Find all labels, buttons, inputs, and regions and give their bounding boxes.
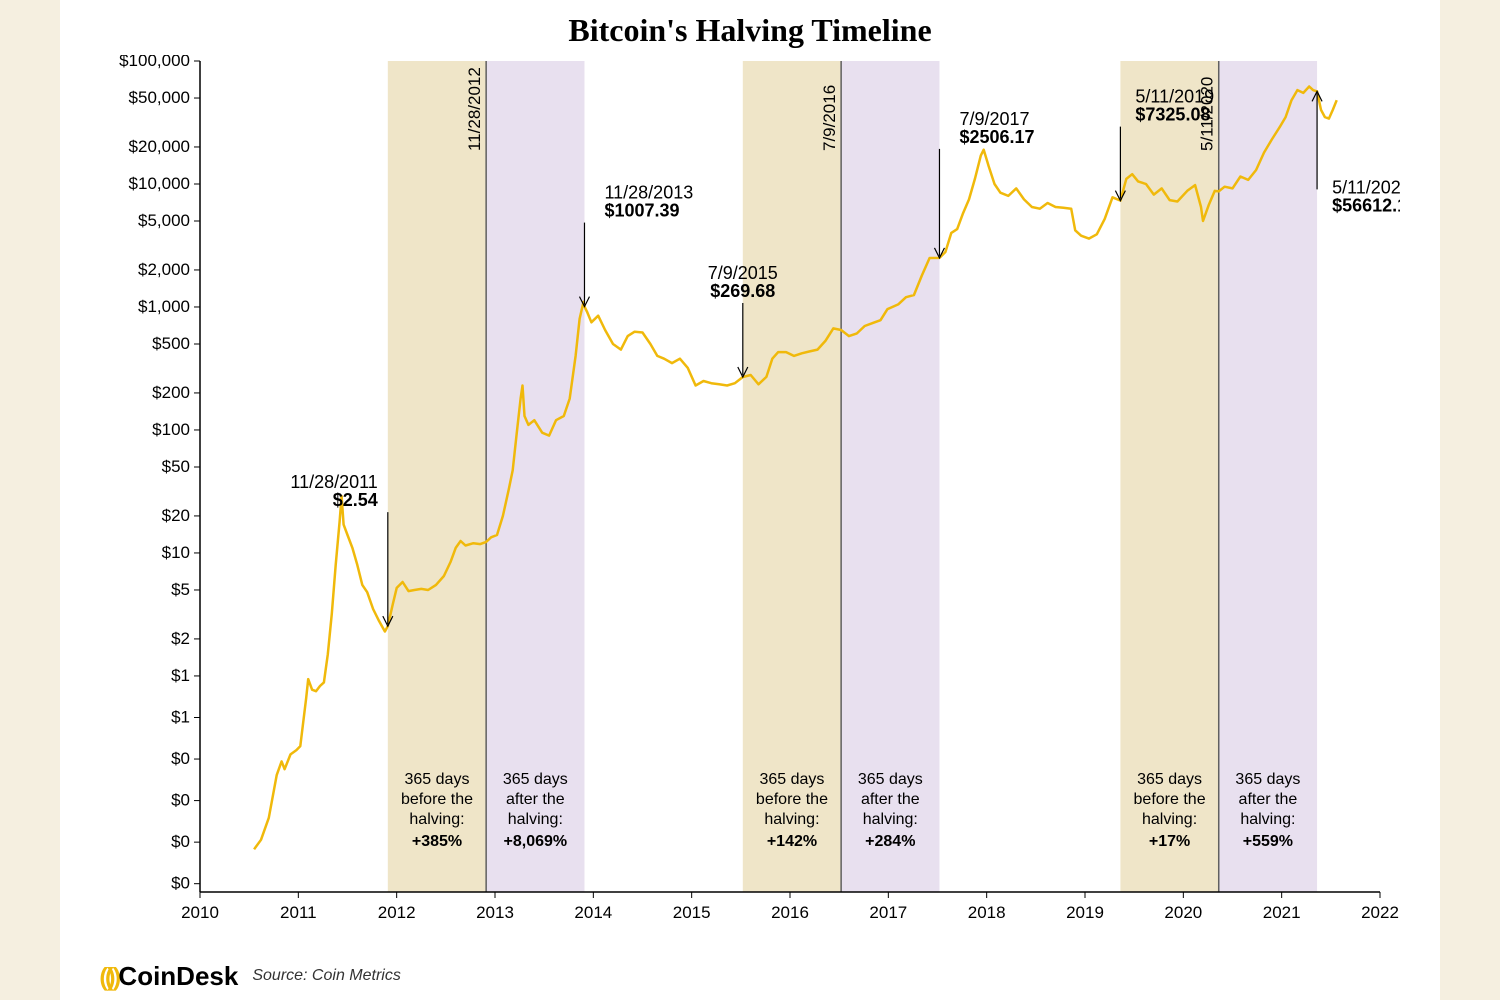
y-tick: $10,000: [129, 174, 190, 193]
y-tick: $10: [162, 543, 190, 562]
y-tick: $2: [171, 629, 190, 648]
callout-price: $2506.17: [959, 127, 1034, 147]
callout-date: 5/11/2019: [1135, 87, 1214, 107]
halving-date: 7/9/2016: [820, 85, 839, 151]
y-tick: $1: [171, 666, 190, 685]
band-caption: halving:: [409, 811, 464, 828]
band-caption: after the: [861, 791, 920, 808]
y-tick: $0: [171, 832, 190, 851]
band-caption: halving:: [1142, 811, 1197, 828]
y-tick: $20,000: [129, 137, 190, 156]
y-tick: $50: [162, 457, 190, 476]
y-tick: $2,000: [138, 260, 190, 279]
y-tick: $200: [152, 383, 190, 402]
band-caption: after the: [506, 791, 565, 808]
band-caption: 365 days: [759, 771, 824, 788]
y-tick: $5,000: [138, 211, 190, 230]
band-caption: halving:: [508, 811, 563, 828]
chart-area: 11/28/20127/9/20165/11/2020$100,000$50,0…: [100, 55, 1400, 940]
halving-date: 11/28/2012: [465, 67, 484, 151]
x-tick: 2021: [1263, 903, 1301, 922]
x-tick: 2011: [280, 903, 317, 922]
x-tick: 2015: [673, 903, 711, 922]
band-caption: before the: [401, 791, 473, 808]
x-tick: 2018: [968, 903, 1006, 922]
y-tick: $50,000: [129, 88, 190, 107]
band-caption: 365 days: [858, 771, 923, 788]
band-caption: halving:: [1240, 811, 1295, 828]
band-caption: 365 days: [1137, 771, 1202, 788]
y-tick: $100,000: [119, 55, 190, 70]
band-pct: +559%: [1243, 833, 1293, 850]
y-tick: $20: [162, 506, 190, 525]
x-tick: 2016: [771, 903, 809, 922]
band-caption: before the: [1134, 791, 1206, 808]
x-tick: 2022: [1361, 903, 1399, 922]
y-tick: $5: [171, 580, 190, 599]
band-caption: 365 days: [405, 771, 470, 788]
band-caption: before the: [756, 791, 828, 808]
band-caption: 365 days: [1235, 771, 1300, 788]
x-tick: 2012: [378, 903, 416, 922]
x-tick: 2017: [869, 903, 907, 922]
band-after: [486, 61, 584, 892]
band-pct: +142%: [767, 833, 817, 850]
y-tick: $1: [171, 707, 190, 726]
callout-date: 7/9/2017: [959, 109, 1029, 129]
callout-price: $56612.10: [1332, 195, 1400, 215]
band-caption: halving:: [764, 811, 819, 828]
band-pct: +385%: [412, 833, 462, 850]
x-tick: 2013: [476, 903, 514, 922]
coindesk-icon: ⸨⸩: [100, 958, 114, 994]
y-tick: $0: [171, 874, 190, 893]
y-tick: $0: [171, 791, 190, 810]
x-tick: 2020: [1164, 903, 1202, 922]
x-tick: 2019: [1066, 903, 1104, 922]
band-caption: halving:: [863, 811, 918, 828]
band-before: [743, 61, 841, 892]
callout-date: 5/11/2021: [1332, 177, 1400, 197]
x-tick: 2014: [574, 903, 612, 922]
band-caption: after the: [1239, 791, 1298, 808]
band-pct: +284%: [865, 833, 915, 850]
band-pct: +8,069%: [504, 833, 568, 850]
chart-title: Bitcoin's Halving Timeline: [60, 0, 1440, 53]
callout-date: 11/28/2013: [604, 183, 693, 203]
callout-price: $7325.08: [1135, 105, 1210, 125]
x-tick: 2010: [181, 903, 219, 922]
callout-date: 7/9/2015: [708, 263, 778, 283]
y-tick: $0: [171, 749, 190, 768]
y-tick: $500: [152, 334, 190, 353]
callout-price: $269.68: [710, 281, 775, 301]
brand-name: CoinDesk: [118, 961, 238, 992]
source-label: Source: Coin Metrics: [252, 967, 401, 985]
callout-date: 11/28/2011: [290, 472, 377, 492]
band-pct: +17%: [1149, 833, 1190, 850]
band-before: [1120, 61, 1218, 892]
band-after: [841, 61, 939, 892]
y-tick: $100: [152, 420, 190, 439]
callout-price: $1007.39: [604, 201, 679, 221]
callout-price: $2.54: [333, 490, 378, 510]
band-before: [388, 61, 486, 892]
y-tick: $1,000: [138, 297, 190, 316]
brand-logo: ⸨⸩ CoinDesk: [100, 958, 238, 994]
band-caption: 365 days: [503, 771, 568, 788]
